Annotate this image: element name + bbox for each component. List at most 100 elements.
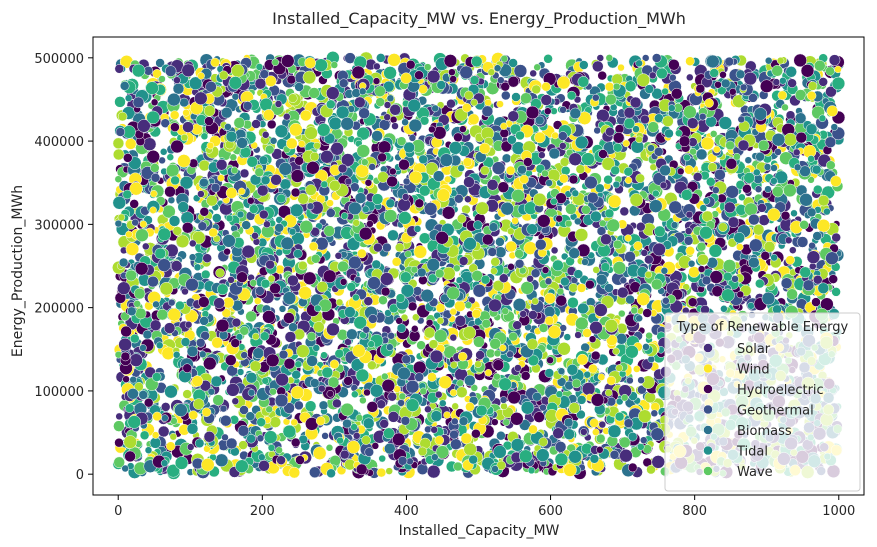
scatter-point <box>423 326 436 339</box>
scatter-point <box>236 368 245 376</box>
scatter-point <box>193 263 202 272</box>
scatter-point <box>112 137 125 150</box>
scatter-point <box>182 389 192 399</box>
scatter-point <box>113 420 125 432</box>
scatter-point <box>371 442 380 450</box>
scatter-point <box>169 432 178 441</box>
scatter-point <box>814 59 826 72</box>
scatter-point <box>352 432 361 440</box>
scatter-point <box>451 402 459 411</box>
scatter-point <box>334 348 345 359</box>
scatter-point <box>387 411 400 423</box>
scatter-point <box>416 340 426 350</box>
scatter-point <box>313 321 325 333</box>
scatter-point <box>424 425 432 434</box>
scatter-point <box>513 64 528 78</box>
scatter-point <box>557 342 571 356</box>
scatter-point <box>294 400 304 411</box>
scatter-point <box>302 70 317 85</box>
scatter-point <box>200 269 211 280</box>
scatter-point <box>624 234 632 242</box>
scatter-point <box>471 428 481 439</box>
scatter-point <box>576 283 587 293</box>
scatter-point <box>241 220 251 230</box>
scatter-point <box>520 371 531 381</box>
scatter-point <box>358 107 370 119</box>
scatter-point <box>181 221 194 234</box>
scatter-point <box>714 169 726 181</box>
scatter-point <box>269 416 282 428</box>
scatter-point <box>129 353 143 367</box>
scatter-point <box>753 168 761 177</box>
scatter-point <box>603 174 613 185</box>
scatter-point <box>747 302 755 310</box>
scatter-point <box>501 90 511 101</box>
scatter-point <box>505 165 516 176</box>
scatter-point <box>475 350 485 360</box>
scatter-point <box>577 302 589 315</box>
scatter-point <box>705 115 717 128</box>
scatter-point <box>554 441 567 453</box>
scatter-point <box>752 223 765 236</box>
scatter-point <box>264 144 275 155</box>
scatter-point <box>364 447 374 457</box>
scatter-point <box>709 130 718 138</box>
scatter-point <box>266 119 277 130</box>
scatter-point <box>231 92 240 101</box>
scatter-point <box>258 453 266 461</box>
scatter-point <box>753 174 763 184</box>
scatter-point <box>124 94 133 102</box>
scatter-point <box>214 453 229 468</box>
scatter-point <box>720 305 728 313</box>
scatter-point <box>339 449 350 460</box>
scatter-point <box>533 411 545 423</box>
scatter-point <box>298 260 308 271</box>
scatter-point <box>818 77 828 87</box>
scatter-point <box>425 319 434 327</box>
scatter-point <box>114 96 126 108</box>
scatter-point <box>817 194 830 207</box>
scatter-point <box>470 384 479 392</box>
scatter-point <box>574 217 582 226</box>
scatter-point <box>165 163 180 178</box>
scatter-point <box>312 446 327 460</box>
scatter-point <box>789 246 797 254</box>
scatter-point <box>718 116 733 130</box>
scatter-point <box>256 184 269 197</box>
scatter-point <box>576 395 587 405</box>
scatter-point <box>186 423 199 435</box>
scatter-point <box>400 313 409 322</box>
scatter-point <box>258 460 270 472</box>
scatter-point <box>212 394 224 406</box>
scatter-point <box>796 236 809 248</box>
scatter-point <box>300 109 312 122</box>
scatter-point <box>555 294 567 307</box>
scatter-point <box>169 110 180 120</box>
scatter-point <box>514 249 524 259</box>
scatter-point <box>194 438 205 449</box>
scatter-point <box>585 279 595 290</box>
chart-title: Installed_Capacity_MW vs. Energy_Product… <box>272 9 686 29</box>
scatter-point <box>197 190 205 198</box>
scatter-point <box>669 73 677 82</box>
scatter-point <box>592 266 600 274</box>
scatter-point <box>416 463 429 475</box>
scatter-point <box>624 251 636 263</box>
scatter-point <box>592 428 600 436</box>
scatter-point <box>785 110 796 120</box>
scatter-point <box>527 466 536 475</box>
scatter-point <box>313 141 321 150</box>
scatter-point <box>779 77 787 85</box>
chart-title-group: Installed_Capacity_MW vs. Energy_Product… <box>272 9 686 29</box>
scatter-point <box>377 140 392 154</box>
scatter-point <box>112 148 125 161</box>
scatter-point <box>695 148 708 161</box>
scatter-point <box>619 206 630 217</box>
scatter-point <box>328 116 343 131</box>
scatter-point <box>378 295 388 305</box>
scatter-point <box>708 244 723 258</box>
scatter-point <box>575 316 589 331</box>
scatter-point <box>278 305 287 313</box>
scatter-point <box>529 69 537 78</box>
scatter-point <box>627 462 638 473</box>
